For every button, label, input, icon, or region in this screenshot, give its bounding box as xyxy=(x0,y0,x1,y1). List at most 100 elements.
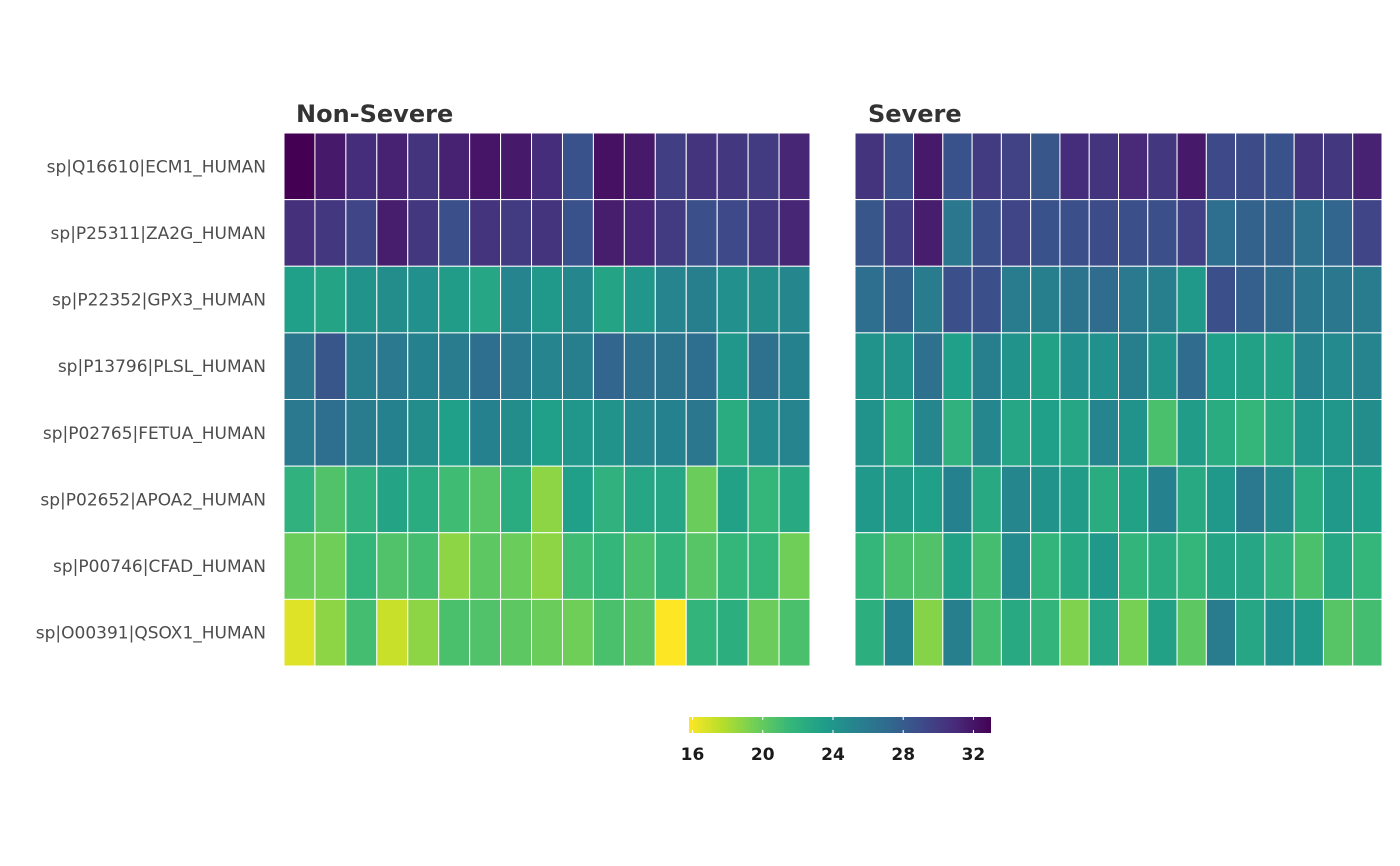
heatmap-cell xyxy=(592,465,625,534)
heatmap-cell xyxy=(716,399,749,467)
heatmap-cell xyxy=(1293,132,1324,201)
heatmap-cell xyxy=(1147,332,1178,401)
heatmap-cell xyxy=(854,465,885,534)
heatmap-cell xyxy=(1352,332,1383,401)
heatmap-cell xyxy=(1293,399,1324,467)
heatmap-cell xyxy=(1088,265,1119,334)
heatmap-cell xyxy=(778,132,811,201)
heatmap-cell xyxy=(376,598,409,667)
heatmap-cell xyxy=(500,132,533,201)
heatmap-cell xyxy=(623,598,656,667)
heatmap-cell xyxy=(283,199,316,267)
heatmap-cell xyxy=(438,399,471,467)
heatmap-cell xyxy=(1030,199,1061,267)
heatmap-cell xyxy=(747,132,780,201)
heatmap-cell xyxy=(1293,532,1324,600)
heatmap-cell xyxy=(407,332,440,401)
heatmap-cell xyxy=(1059,132,1090,201)
heatmap-cell xyxy=(1205,598,1237,667)
heatmap-cell xyxy=(654,265,687,334)
heatmap-cell xyxy=(283,399,316,467)
heatmap-cell xyxy=(883,332,915,401)
heatmap-cell xyxy=(654,532,687,600)
heatmap-cell xyxy=(500,199,533,267)
heatmap-cell xyxy=(1176,598,1207,667)
heatmap-cell xyxy=(469,399,502,467)
heatmap-cell xyxy=(1352,132,1383,201)
heatmap-cell xyxy=(561,199,594,267)
heatmap-cell xyxy=(1118,399,1149,467)
heatmap-cell xyxy=(971,399,1002,467)
legend-tick-label: 16 xyxy=(681,745,705,765)
heatmap-cell xyxy=(1235,598,1266,667)
heatmap-cell xyxy=(1059,532,1090,600)
heatmap-cell xyxy=(438,265,471,334)
heatmap-cell xyxy=(1235,465,1266,534)
heatmap-cell xyxy=(654,465,687,534)
heatmap-cell xyxy=(883,132,915,201)
heatmap-cells xyxy=(283,132,1383,667)
heatmap-cell xyxy=(314,598,347,667)
heatmap-cell xyxy=(1352,465,1383,534)
heatmap-cell xyxy=(854,399,885,467)
heatmap-cell xyxy=(592,598,625,667)
heatmap-cell xyxy=(1030,332,1061,401)
heatmap-cell xyxy=(438,532,471,600)
heatmap-cell xyxy=(561,532,594,600)
heatmap-cell xyxy=(1352,598,1383,667)
heatmap-cell xyxy=(314,265,347,334)
heatmap-cell xyxy=(854,332,885,401)
heatmap-cell xyxy=(1147,598,1178,667)
heatmap-cell xyxy=(1000,465,1032,534)
panel-titles: Non-Severe Severe xyxy=(296,100,962,128)
heatmap-cell xyxy=(942,132,973,201)
heatmap-cell xyxy=(623,465,656,534)
heatmap-cell xyxy=(1264,132,1295,201)
heatmap-cell xyxy=(942,199,973,267)
heatmap-cell xyxy=(1147,265,1178,334)
heatmap-cell xyxy=(469,265,502,334)
heatmap-cell xyxy=(1235,332,1266,401)
heatmap-cell xyxy=(1205,532,1237,600)
heatmap-cell xyxy=(1176,532,1207,600)
heatmap-cell xyxy=(1030,598,1061,667)
heatmap-cell xyxy=(654,399,687,467)
heatmap-cell xyxy=(913,199,944,267)
heatmap-cell xyxy=(883,399,915,467)
heatmap-cell xyxy=(469,332,502,401)
heatmap-cell xyxy=(376,199,409,267)
heatmap-cell xyxy=(1322,265,1354,334)
heatmap-cell xyxy=(314,132,347,201)
heatmap-cell xyxy=(654,332,687,401)
heatmap-cell xyxy=(1088,199,1119,267)
heatmap-cell xyxy=(531,465,563,534)
heatmap-cell xyxy=(531,399,563,467)
heatmap-cell xyxy=(1088,399,1119,467)
heatmap-cell xyxy=(1030,265,1061,334)
heatmap-cell xyxy=(345,199,378,267)
heatmap-cell xyxy=(407,132,440,201)
heatmap-cell xyxy=(1352,199,1383,267)
heatmap-cell xyxy=(531,132,563,201)
heatmap-cell xyxy=(1205,465,1237,534)
heatmap-cell xyxy=(1059,465,1090,534)
heatmap-cell xyxy=(376,332,409,401)
heatmap-cell xyxy=(913,265,944,334)
heatmap-cell xyxy=(1000,132,1032,201)
heatmap-cell xyxy=(1205,199,1237,267)
heatmap-cell xyxy=(407,199,440,267)
heatmap-cell xyxy=(942,399,973,467)
heatmap-cell xyxy=(1264,332,1295,401)
heatmap-cell xyxy=(913,598,944,667)
heatmap-cell xyxy=(1205,132,1237,201)
heatmap-cell xyxy=(716,332,749,401)
legend-ticks: 16 20 24 28 32 xyxy=(681,717,985,765)
heatmap-cell xyxy=(469,598,502,667)
heatmap-cell xyxy=(1030,132,1061,201)
heatmap-cell xyxy=(1322,199,1354,267)
heatmap-cell xyxy=(1030,399,1061,467)
heatmap-cell xyxy=(376,265,409,334)
heatmap-cell xyxy=(469,532,502,600)
heatmap-cell xyxy=(283,132,316,201)
